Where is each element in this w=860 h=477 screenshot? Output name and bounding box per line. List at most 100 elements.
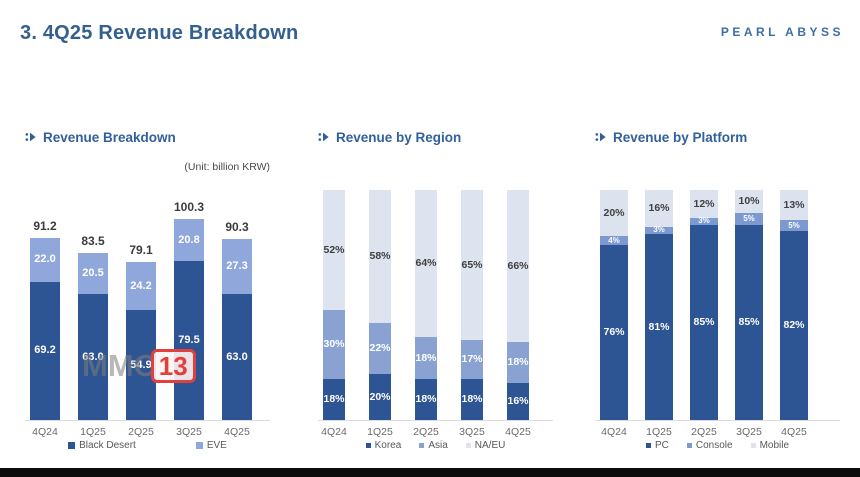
legend-label: Mobile <box>759 440 790 451</box>
segment-console: 3% <box>645 225 673 235</box>
segment-asia: 22% <box>369 323 391 374</box>
legend-marker-icon <box>750 443 756 448</box>
x-axis-label: 4Q25 <box>224 426 250 438</box>
segment-asia: 30% <box>323 309 345 379</box>
legend-label: Korea <box>374 440 402 451</box>
segment-value-label: 22.0 <box>34 253 56 266</box>
segment-value-label: 63.0 <box>226 350 248 363</box>
bar-column: 52% 30% 18% <box>323 190 345 420</box>
page-title: 3. 4Q25 Revenue Breakdown <box>20 22 299 44</box>
x-axis-label: 2Q25 <box>413 426 439 438</box>
segment-value-label: 16% <box>648 202 670 215</box>
section-title: Revenue by Region <box>336 129 462 145</box>
chart-legend: Black Desert EVE <box>25 440 270 451</box>
segment-value-label: 22% <box>369 342 391 355</box>
legend-label: Console <box>695 440 733 451</box>
segment-value-label: 16% <box>507 395 529 408</box>
segment-value-label: 27.3 <box>226 260 248 273</box>
legend-item: Black Desert <box>68 440 136 451</box>
bar-column: 58% 22% 20% <box>369 190 391 420</box>
x-axis-label: 4Q25 <box>781 426 807 438</box>
segment-value-label: 85% <box>693 316 715 328</box>
bar-column: 65% 17% 18% <box>461 190 483 420</box>
section-bullet-icon <box>25 131 37 143</box>
x-axis-label: 2Q25 <box>128 426 154 438</box>
segment-pc: 85% <box>735 224 763 420</box>
legend-marker-icon <box>645 443 651 448</box>
segment-eve: 22.0 <box>30 237 60 282</box>
x-axis: 4Q24 1Q25 2Q25 3Q25 4Q25 <box>318 421 553 438</box>
segment-value-label: 17% <box>461 352 483 365</box>
bar-column: 79.1 24.2 54.9 <box>126 190 156 420</box>
segment-value-label: 5% <box>743 213 755 223</box>
segment-console: 5% <box>735 213 763 225</box>
segment-pc: 81% <box>645 233 673 420</box>
segment-value-label: 52% <box>323 243 345 256</box>
segment-eve: 20.5 <box>78 253 108 294</box>
segment-na-eu: 52% <box>323 190 345 310</box>
legend-item: Asia <box>419 440 448 451</box>
segment-value-label: 54.9 <box>130 358 152 371</box>
segment-black-desert: 69.2 <box>30 281 60 420</box>
segment-value-label: 3% <box>653 225 665 235</box>
section-bullet-icon <box>595 131 607 143</box>
segment-value-label: 13% <box>783 198 805 211</box>
bar-column: 13% 5% 82% <box>780 190 808 420</box>
segment-pc: 85% <box>690 224 718 420</box>
segment-na-eu: 66% <box>507 190 529 342</box>
segment-na-eu: 64% <box>415 190 437 338</box>
bar-column: 10% 5% 85% <box>735 190 763 420</box>
segment-value-label: 18% <box>507 356 529 369</box>
bottom-black-bar <box>0 468 860 477</box>
section-title: Revenue by Platform <box>613 129 748 145</box>
segment-korea: 18% <box>415 378 437 420</box>
segment-asia: 17% <box>461 339 483 379</box>
segment-value-label: 65% <box>461 258 483 271</box>
legend-label: NA/EU <box>474 440 506 451</box>
revenue-by-region-panel: Revenue by Region 52% 30% 18% 58% 22% 20% 64% 1… <box>318 128 553 458</box>
legend-marker-icon <box>68 442 76 449</box>
x-axis-label: 1Q25 <box>80 426 106 438</box>
bar-total-label: 79.1 <box>129 242 153 257</box>
legend-item: Korea <box>365 440 402 451</box>
segment-black-desert: 63.0 <box>222 294 252 420</box>
legend-item: EVE <box>195 440 227 451</box>
x-axis-label: 4Q24 <box>321 426 347 438</box>
segment-value-label: 10% <box>738 195 760 208</box>
segment-korea: 18% <box>461 378 483 420</box>
segment-mobile: 13% <box>780 190 808 220</box>
chart-legend: PC Console Mobile <box>595 440 840 451</box>
legend-marker-icon <box>686 443 692 448</box>
legend-item: NA/EU <box>465 440 506 451</box>
segment-value-label: 63.0 <box>82 350 104 363</box>
segment-console: 4% <box>600 235 628 246</box>
x-axis-label: 1Q25 <box>646 426 672 438</box>
segment-value-label: 18% <box>415 393 437 406</box>
segment-value-label: 4% <box>608 235 620 245</box>
legend-marker-icon <box>419 443 425 448</box>
segment-eve: 20.8 <box>174 219 204 261</box>
segment-value-label: 12% <box>693 197 715 210</box>
segment-eve: 24.2 <box>126 261 156 311</box>
segment-value-label: 81% <box>648 320 670 333</box>
bar-column: 83.5 20.5 63.0 <box>78 190 108 420</box>
legend-label: PC <box>654 440 669 451</box>
bar-total-label: 91.2 <box>33 218 57 233</box>
bar-total-label: 100.3 <box>173 200 205 215</box>
segment-value-label: 24.2 <box>130 279 152 292</box>
legend-label: EVE <box>206 440 227 451</box>
legend-item: Mobile <box>750 440 790 451</box>
segment-black-desert: 79.5 <box>174 261 204 420</box>
revenue-by-platform-panel: Revenue by Platform 20% 4% 76% 16% 3% 81% 12% 3… <box>595 128 840 458</box>
x-axis: 4Q24 1Q25 2Q25 3Q25 4Q25 <box>595 421 840 438</box>
legend-marker-icon <box>465 443 471 448</box>
segment-value-label: 18% <box>461 393 483 406</box>
x-axis-label: 3Q25 <box>736 426 762 438</box>
segment-pc: 76% <box>600 245 628 420</box>
legend-item: PC <box>645 440 669 451</box>
stacked-bar-chart: 52% 30% 18% 58% 22% 20% 64% 18% 18% 65% 17% 18% 66% 1… <box>318 190 553 421</box>
bar-total-label: 90.3 <box>225 220 249 235</box>
bar-column: 66% 18% 16% <box>507 190 529 420</box>
segment-pc: 82% <box>780 231 808 420</box>
segment-value-label: 18% <box>323 393 345 406</box>
